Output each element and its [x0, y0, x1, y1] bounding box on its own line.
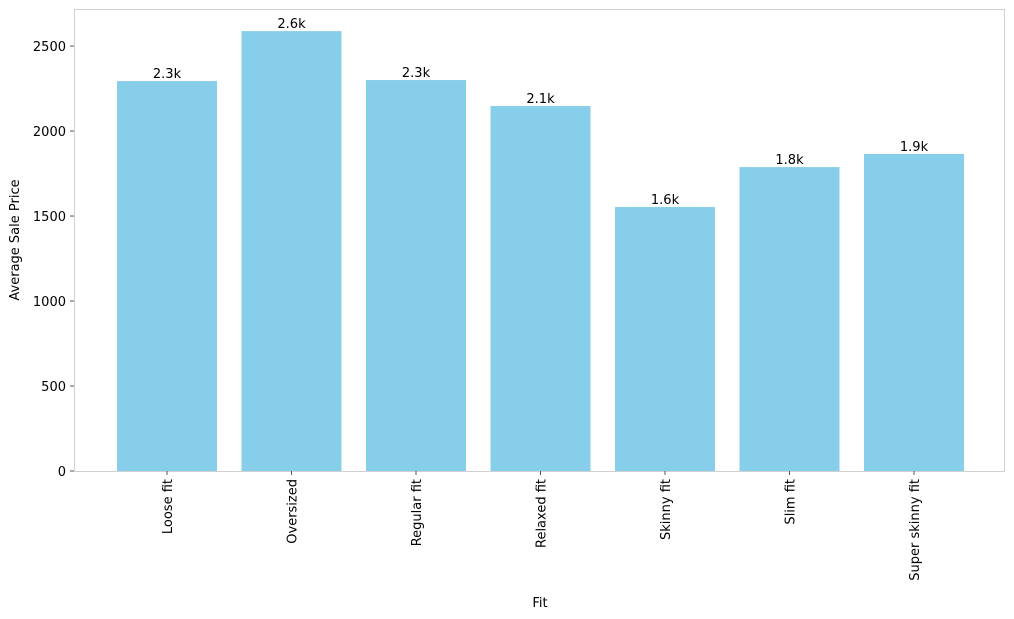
value-label: 1.8k	[775, 153, 804, 168]
value-label: 2.3k	[153, 67, 182, 82]
x-tick-label: Slim fit	[784, 479, 799, 525]
bar	[117, 81, 217, 471]
bar	[366, 80, 466, 471]
bar	[241, 31, 342, 471]
y-tick-label: 2000	[33, 125, 66, 140]
y-tick-label: 0	[58, 465, 66, 480]
y-axis-label: Average Sale Price	[8, 179, 23, 300]
bar	[615, 207, 715, 471]
x-tick-label: Relaxed fit	[535, 479, 550, 548]
x-axis-label: Fit	[532, 596, 547, 611]
value-label: 2.3k	[402, 66, 431, 81]
value-label: 2.6k	[277, 17, 306, 32]
y-tick-label: 2500	[33, 40, 66, 55]
bar	[490, 106, 591, 471]
y-tick-label: 500	[41, 380, 66, 395]
x-tick-label: Loose fit	[161, 479, 176, 534]
value-label: 2.1k	[526, 92, 555, 107]
value-label: 1.6k	[651, 193, 680, 208]
x-tick-label: Skinny fit	[659, 479, 674, 540]
bar	[864, 153, 964, 472]
x-tick-label: Super skinny fit	[908, 479, 923, 581]
value-label: 1.9k	[900, 140, 929, 155]
plot-frame	[74, 9, 1005, 472]
y-tick-label: 1000	[33, 295, 66, 310]
x-tick-label: Oversized	[286, 479, 301, 544]
x-tick-label: Regular fit	[410, 479, 425, 546]
y-tick-label: 1500	[33, 210, 66, 225]
bar	[739, 167, 840, 471]
